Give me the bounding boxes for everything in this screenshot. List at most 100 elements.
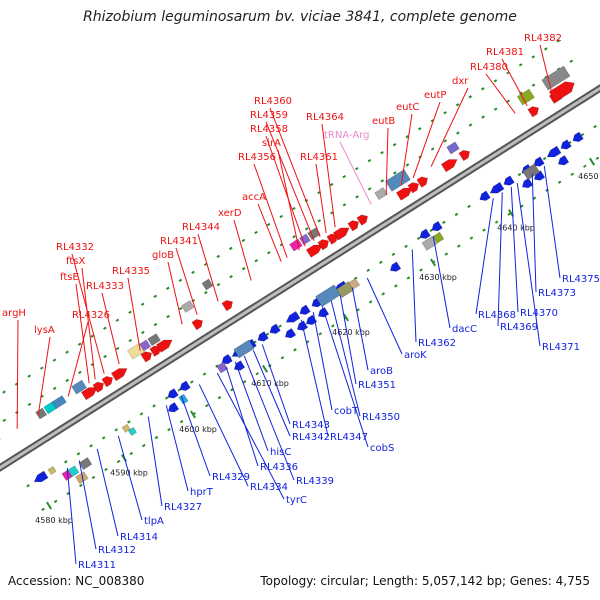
- gene-label-lower: RL4329: [212, 472, 250, 483]
- gene-block: [201, 278, 214, 291]
- leader-line: [37, 336, 51, 416]
- reverse-gene-arrow: [572, 131, 584, 142]
- forward-gene-arrow: [191, 319, 203, 331]
- reverse-gene-arrow: [489, 181, 505, 194]
- guide-dot: [216, 254, 221, 259]
- leader-line: [485, 73, 516, 114]
- gene-label-upper: lysA: [34, 325, 55, 336]
- forward-gene-arrow: [155, 339, 173, 353]
- guide-dot: [229, 275, 233, 279]
- guide-dot: [293, 348, 297, 352]
- guide-dot: [482, 228, 486, 232]
- reverse-gene-arrow: [479, 190, 491, 201]
- reverse-gene-arrow: [305, 314, 318, 325]
- guide-dot: [27, 402, 32, 407]
- gene-block: [348, 278, 361, 290]
- guide-dot: [280, 356, 285, 360]
- forward-gene-arrow: [317, 239, 329, 251]
- gene-label-lower: RL4369: [500, 322, 538, 333]
- gene-label-upper: RL4381: [486, 47, 524, 58]
- gene-label-lower: RL4362: [418, 338, 456, 349]
- guide-dot: [191, 270, 195, 275]
- leader-line: [411, 249, 417, 343]
- leader-line: [351, 287, 369, 371]
- tick-label: 4630 kbp: [419, 273, 457, 282]
- leader-line: [75, 283, 90, 384]
- gene-label-upper: RL4360: [254, 96, 292, 107]
- forward-gene-arrow: [110, 368, 128, 382]
- guide-dot: [481, 87, 485, 91]
- gene-label-lower: RL4351: [358, 380, 396, 391]
- topology-text: Topology: circular; Length: 5,057,142 bp…: [260, 574, 590, 588]
- gene-label-upper: eutC: [396, 102, 419, 113]
- guide-dot: [153, 322, 158, 327]
- leader-line: [71, 253, 105, 374]
- leader-line: [385, 127, 389, 196]
- guide-dot: [557, 180, 562, 184]
- gene-label-upper: RL4364: [306, 112, 344, 123]
- guide-dot: [53, 499, 58, 504]
- leader-line: [127, 277, 141, 351]
- tick-mark: [46, 501, 53, 510]
- leader-line: [117, 435, 143, 521]
- guide-dot: [103, 326, 107, 330]
- guide-dot: [41, 507, 45, 512]
- gene-block: [147, 333, 161, 347]
- guide-dot: [114, 428, 119, 432]
- gene-block: [374, 187, 388, 200]
- gene-label-lower: RL4347: [330, 432, 368, 443]
- guide-dot: [204, 290, 208, 295]
- leader-line: [432, 236, 451, 329]
- forward-gene-arrow: [395, 187, 413, 201]
- gene-label-upper: gloB: [152, 250, 174, 261]
- leader-line: [253, 163, 288, 258]
- guide-dot: [342, 203, 347, 207]
- guide-dot: [456, 131, 460, 135]
- leader-line: [167, 261, 183, 325]
- guide-dot: [391, 252, 396, 256]
- gene-block: [541, 65, 571, 91]
- guide-dot: [419, 268, 423, 272]
- gene-label-lower: RL4350: [362, 412, 400, 423]
- guide-dot: [457, 244, 461, 248]
- guide-dot: [76, 452, 81, 456]
- gene-label-lower: dacC: [452, 324, 477, 335]
- lower-labels: RL4311RL4312RL4314tlpARL4327hprTRL4329RL…: [66, 165, 600, 571]
- guide-dot: [141, 330, 145, 335]
- gene-label-upper: RL4382: [524, 33, 562, 44]
- guide-dot: [164, 396, 169, 400]
- guide-dot: [317, 219, 322, 223]
- gene-block: [446, 141, 460, 155]
- guide-dot: [381, 292, 386, 296]
- leader-line: [400, 113, 413, 186]
- leader-line: [330, 300, 361, 417]
- accession-text: Accession: NC_008380: [8, 574, 145, 588]
- forward-gene-arrow: [548, 81, 575, 103]
- guide-dot: [304, 227, 309, 231]
- forward-gene-arrow: [221, 300, 233, 312]
- reverse-gene-arrow: [317, 307, 330, 318]
- guide-dot: [494, 220, 499, 224]
- gene-label-upper: eutB: [372, 116, 395, 127]
- guide-dot: [355, 195, 359, 199]
- tick-mark: [343, 313, 350, 322]
- tick-label: 4640 kbp: [497, 223, 535, 232]
- gene-label-lower: RL4343: [292, 420, 330, 431]
- guide-dot: [583, 164, 587, 168]
- guide-dot: [279, 214, 284, 219]
- guide-dot: [416, 236, 421, 241]
- gene-block: [233, 339, 255, 359]
- gene-label-lower: tlpA: [144, 516, 164, 527]
- leader-line: [81, 267, 96, 380]
- gene-label-lower: tyrC: [286, 495, 307, 506]
- guide-dot: [26, 484, 30, 488]
- tick-mark: [262, 364, 269, 373]
- guide-dot: [444, 252, 449, 256]
- leader-line: [321, 306, 369, 448]
- guide-dot: [443, 111, 447, 115]
- guide-dot: [531, 55, 536, 59]
- gene-label-upper: RL4335: [112, 266, 150, 277]
- guide-dot: [455, 103, 460, 107]
- guide-dot: [405, 135, 410, 139]
